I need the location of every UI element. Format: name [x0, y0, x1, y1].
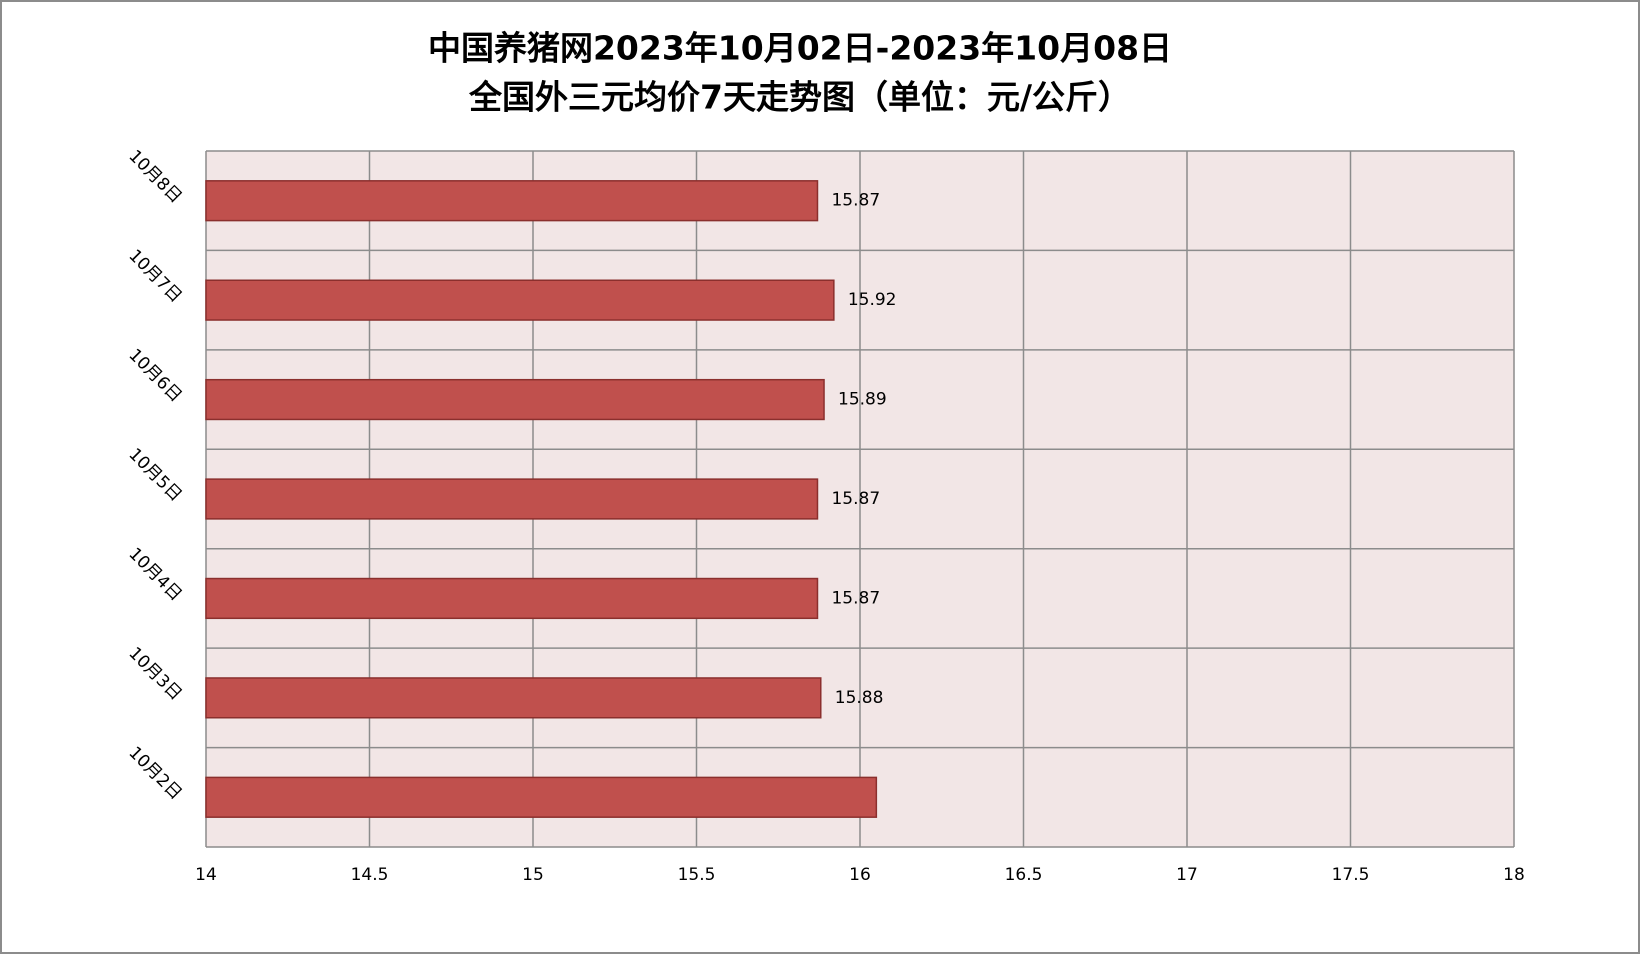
bar	[205, 776, 878, 818]
x-tick-label: 15	[522, 865, 544, 885]
x-tick-label: 17	[1176, 865, 1198, 885]
x-tick-label: 18	[1503, 865, 1525, 885]
data-label: 15.87	[831, 489, 880, 509]
bar	[205, 478, 819, 520]
x-tick-label: 17.5	[1332, 865, 1370, 885]
x-tick-label: 16	[849, 865, 871, 885]
bar	[205, 378, 825, 421]
chart-title: 中国养猪网2023年10月02日-2023年10月08日	[428, 29, 1172, 68]
data-label: 15.88	[835, 688, 884, 708]
data-label: 15.87	[831, 588, 880, 608]
bar	[205, 677, 822, 719]
bar	[205, 577, 819, 620]
chart-title: 全国外三元均价7天走势图（单位：元/公斤）	[468, 78, 1131, 117]
bar	[205, 180, 819, 222]
x-tick-label: 14.5	[351, 865, 389, 885]
x-tick-label: 15.5	[678, 865, 716, 885]
data-label: 15.89	[838, 390, 887, 410]
bar	[205, 279, 835, 321]
x-tick-label: 14	[195, 865, 217, 885]
data-label: 15.87	[831, 191, 880, 211]
data-label: 15.92	[848, 290, 897, 310]
x-tick-label: 16.5	[1005, 865, 1043, 885]
